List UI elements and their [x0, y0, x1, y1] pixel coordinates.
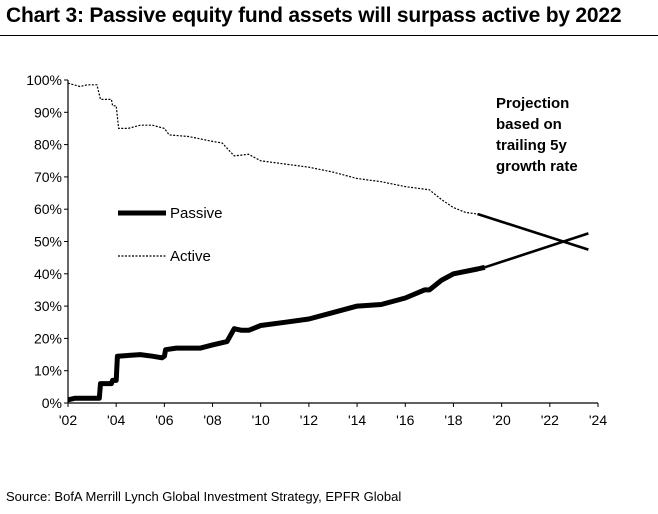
- y-tick-label: 30%: [34, 298, 62, 314]
- y-tick-label: 60%: [34, 201, 62, 217]
- title-divider: [0, 35, 658, 36]
- y-tick-label: 50%: [34, 234, 62, 250]
- chart-plot: 0% 10% 20% 30% 40% 50% 60% 70% 80% 90% 100% '02 '04 '…: [26, 72, 607, 428]
- source-note: Source: BofA Merrill Lynch Global Invest…: [6, 489, 402, 504]
- x-tick-label: '20: [493, 412, 511, 428]
- annotation-line: Projection: [496, 95, 569, 112]
- passive-line: [67, 264, 486, 403]
- chart-title: Chart 3: Passive equity fund assets will…: [6, 4, 622, 27]
- active-projection-line: [477, 212, 589, 251]
- annotation-line: trailing 5y: [496, 137, 568, 154]
- x-tick-label: '06: [155, 412, 173, 428]
- y-tick-label: 0%: [42, 395, 62, 411]
- y-tick-label: 90%: [34, 104, 62, 120]
- x-tick-label: '14: [348, 412, 366, 428]
- x-tick-label: '10: [252, 412, 270, 428]
- x-tick-label: '18: [444, 412, 462, 428]
- x-tick-label: '08: [203, 412, 221, 428]
- projection-annotation: Projection based on trailing 5y growth rate: [496, 95, 578, 175]
- passive-projection-line: [484, 232, 589, 269]
- legend-active-label: Active: [170, 248, 211, 265]
- annotation-line: growth rate: [496, 158, 578, 175]
- x-tick-label: '04: [107, 412, 125, 428]
- x-tick-label: '12: [300, 412, 318, 428]
- y-tick-label: 70%: [34, 169, 62, 185]
- active-line: [67, 82, 478, 215]
- y-tick-label: 20%: [34, 330, 62, 346]
- y-tick-label: 100%: [26, 72, 62, 88]
- y-tick-label: 40%: [34, 266, 62, 282]
- y-tick-label: 80%: [34, 137, 62, 153]
- y-tick-label: 10%: [34, 363, 62, 379]
- x-tick-label: '02: [59, 412, 77, 428]
- legend-passive-label: Passive: [170, 205, 223, 222]
- axes: 0% 10% 20% 30% 40% 50% 60% 70% 80% 90% 100% '02 '04 '…: [26, 72, 607, 428]
- annotation-line: based on: [496, 116, 562, 133]
- x-tick-label: '24: [589, 412, 607, 428]
- x-tick-label: '22: [541, 412, 559, 428]
- series-layer: [67, 82, 589, 403]
- legend: Passive Active: [118, 205, 223, 265]
- x-tick-label: '16: [396, 412, 414, 428]
